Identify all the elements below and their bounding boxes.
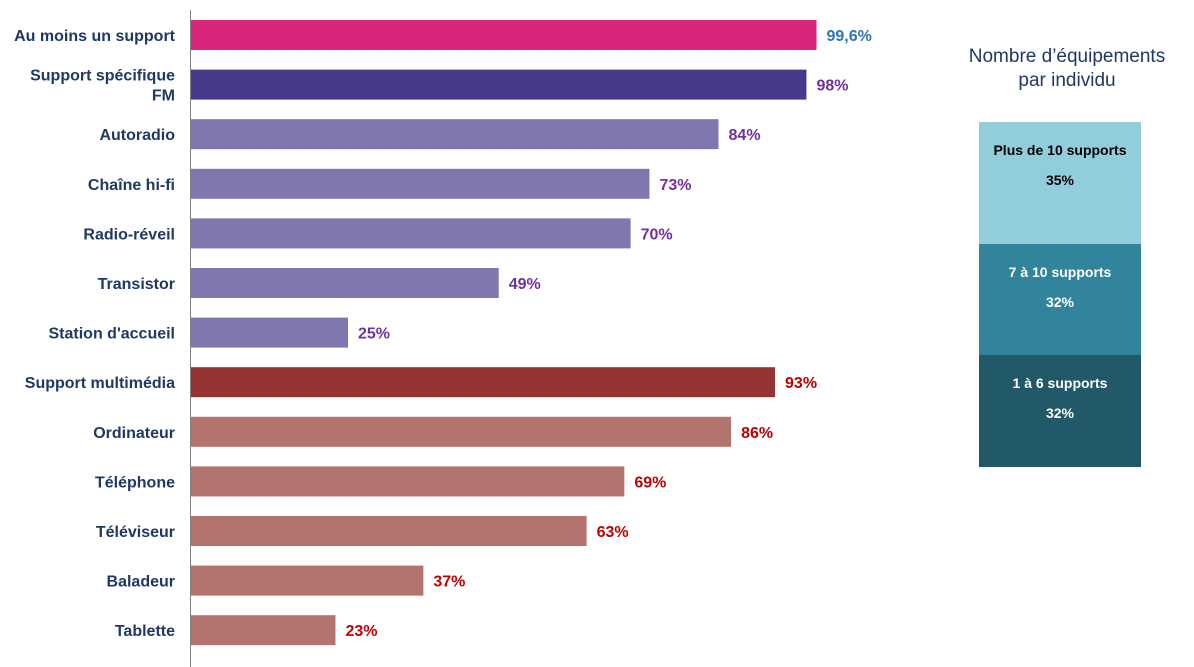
segment-value: 32%: [1045, 293, 1075, 310]
category-label: Support spécifique FM: [30, 68, 175, 105]
category-label: Baladeur: [107, 574, 175, 591]
bar-4: [191, 218, 631, 249]
value-label: 73%: [659, 177, 691, 194]
value-label: 37%: [433, 574, 465, 591]
segment-1-to-6: 1 à 6 supports 32%: [979, 355, 1141, 467]
bar-6: [191, 317, 348, 348]
bar-2: [191, 119, 719, 150]
bar-12: [191, 615, 336, 646]
bar-5: [191, 268, 499, 298]
value-label: 63%: [597, 524, 629, 541]
segment-7-to-10: 7 à 10 supports 32%: [979, 243, 1141, 356]
value-label: 98%: [816, 78, 848, 95]
bar-1: [191, 69, 807, 100]
panel-title: Nombre d’équipements par individu: [940, 45, 1194, 93]
segment-label: 7 à 10 supports: [1008, 263, 1112, 280]
stacked-bar: Plus de 10 supports 35% 7 à 10 supports …: [979, 122, 1141, 467]
category-label: Tablette: [115, 623, 175, 640]
segment-value: 35%: [1045, 172, 1075, 188]
bar-11: [191, 565, 424, 596]
segment-more-than-10: Plus de 10 supports 35%: [979, 122, 1141, 244]
value-label: 84%: [729, 127, 761, 144]
equipment-count-panel: Nombre d’équipements par individu Plus d…: [940, 45, 1194, 467]
value-label: 93%: [785, 375, 817, 392]
category-label: Radio-réveil: [83, 226, 175, 243]
bar-10: [191, 516, 587, 546]
bar-3: [191, 168, 650, 199]
value-label: 49%: [509, 276, 541, 293]
category-label: Au moins un support: [14, 28, 176, 45]
category-label: Chaîne hi-fi: [88, 177, 175, 194]
value-label: 69%: [634, 474, 666, 491]
category-label: Transistor: [98, 276, 175, 293]
panel-title-line-1: Nombre d’équipements: [968, 46, 1166, 67]
value-label: 99,6%: [826, 28, 871, 45]
value-label: 86%: [741, 425, 773, 442]
value-label: 70%: [641, 226, 673, 243]
bar-0: [191, 20, 817, 50]
category-label: Téléviseur: [96, 524, 175, 541]
segment-label: 1 à 6 supports: [1012, 375, 1108, 392]
panel-title-line-2: par individu: [1018, 70, 1116, 91]
segment-value: 32%: [1045, 405, 1075, 422]
value-label: 23%: [345, 623, 377, 640]
bars-group: Au moins un support 99,6% Support spécifiq…: [14, 20, 872, 646]
bar-9: [191, 466, 625, 497]
category-label: Station d'accueil: [49, 326, 176, 343]
bar-8: [191, 416, 732, 447]
value-label: 25%: [358, 326, 390, 343]
segment-label: Plus de 10 supports: [993, 142, 1127, 158]
bar-7: [191, 367, 776, 398]
category-label: Ordinateur: [93, 425, 175, 442]
category-label: Téléphone: [95, 474, 175, 491]
category-label: Autoradio: [99, 127, 175, 144]
category-label: Support multimédia: [25, 375, 175, 392]
